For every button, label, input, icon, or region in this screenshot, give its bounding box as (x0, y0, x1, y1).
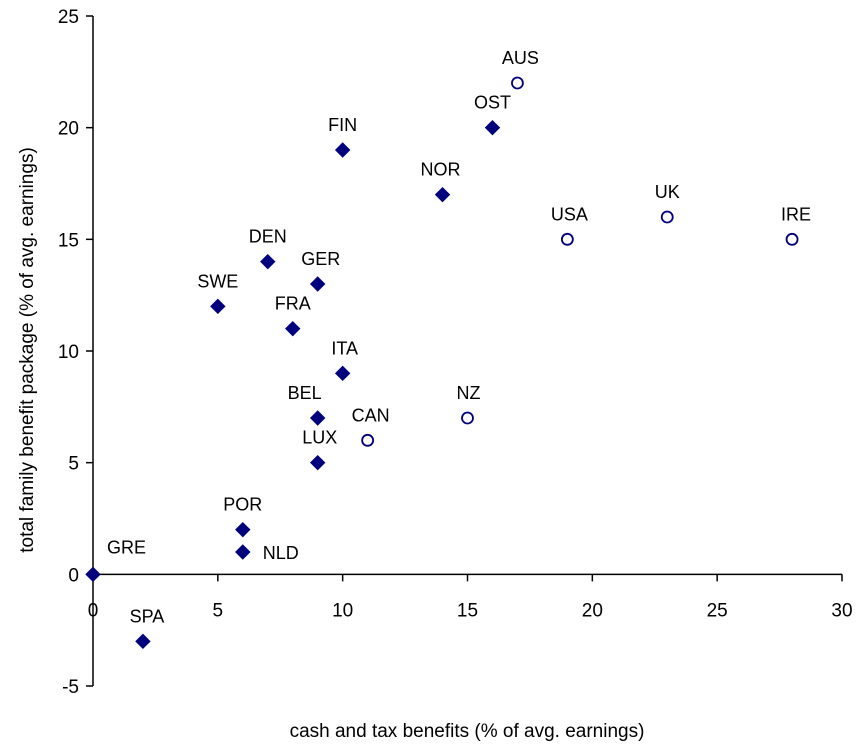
y-tick-label: 25 (58, 7, 79, 28)
label-gre: GRE (107, 537, 146, 557)
point-lux (309, 454, 326, 471)
label-can: CAN (352, 405, 390, 425)
label-aus: AUS (502, 48, 539, 68)
label-nld: NLD (263, 543, 299, 563)
point-spa (135, 633, 151, 650)
point-ita (334, 365, 351, 382)
x-tick-label: 15 (457, 600, 478, 621)
point-den (260, 253, 276, 270)
y-tick-label: 0 (68, 565, 79, 586)
point-fin (334, 142, 351, 158)
data-points (85, 76, 799, 650)
label-nor: NOR (421, 160, 461, 180)
label-por: POR (223, 495, 262, 515)
label-ger: GER (301, 249, 340, 269)
point-ost (484, 119, 501, 136)
axes (86, 15, 843, 687)
point-nor (434, 186, 451, 203)
point-uk (660, 210, 674, 224)
point-labels: GRE SPA SWE POR NLD DEN FRA GER BEL LUX FIN ITA NOR O… (107, 48, 811, 626)
point-gre (85, 566, 101, 583)
x-tick-label: 5 (213, 600, 224, 621)
x-axis-title: cash and tax benefits (% of avg. earning… (290, 721, 645, 742)
point-usa (560, 232, 574, 246)
x-tick-label: 0 (88, 600, 99, 621)
label-ita: ITA (331, 338, 358, 358)
label-den: DEN (249, 227, 287, 247)
label-fin: FIN (328, 115, 357, 135)
point-ire (785, 232, 799, 246)
label-lux: LUX (302, 428, 337, 448)
y-tick-label: 15 (58, 230, 79, 251)
point-can (361, 433, 375, 447)
y-tick-label: -5 (62, 677, 79, 698)
tick-labels: -5 0 5 10 15 20 25 0 5 10 15 20 25 30 (58, 7, 853, 698)
point-fra (285, 320, 301, 337)
y-tick-label: 20 (58, 119, 79, 140)
label-ost: OST (474, 93, 511, 113)
point-nz (461, 411, 474, 425)
label-uk: UK (655, 182, 680, 202)
label-ire: IRE (781, 204, 811, 224)
point-bel (309, 410, 326, 426)
x-tick-label: 10 (332, 600, 353, 621)
label-swe: SWE (197, 271, 238, 291)
x-tick-label: 25 (707, 600, 728, 621)
point-swe (210, 298, 226, 315)
point-nld (235, 544, 251, 560)
point-ger (309, 276, 326, 292)
x-tick-label: 20 (582, 600, 603, 621)
y-axis-title: total family benefit package (% of avg. … (17, 147, 38, 553)
point-por (235, 521, 251, 538)
label-usa: USA (551, 204, 588, 224)
y-tick-label: 10 (58, 342, 79, 363)
label-fra: FRA (275, 294, 311, 314)
label-nz: NZ (457, 383, 481, 403)
point-aus (511, 76, 524, 90)
y-tick-label: 5 (68, 454, 79, 475)
x-tick-label: 30 (831, 600, 852, 621)
label-spa: SPA (130, 606, 165, 626)
label-bel: BEL (288, 383, 322, 403)
